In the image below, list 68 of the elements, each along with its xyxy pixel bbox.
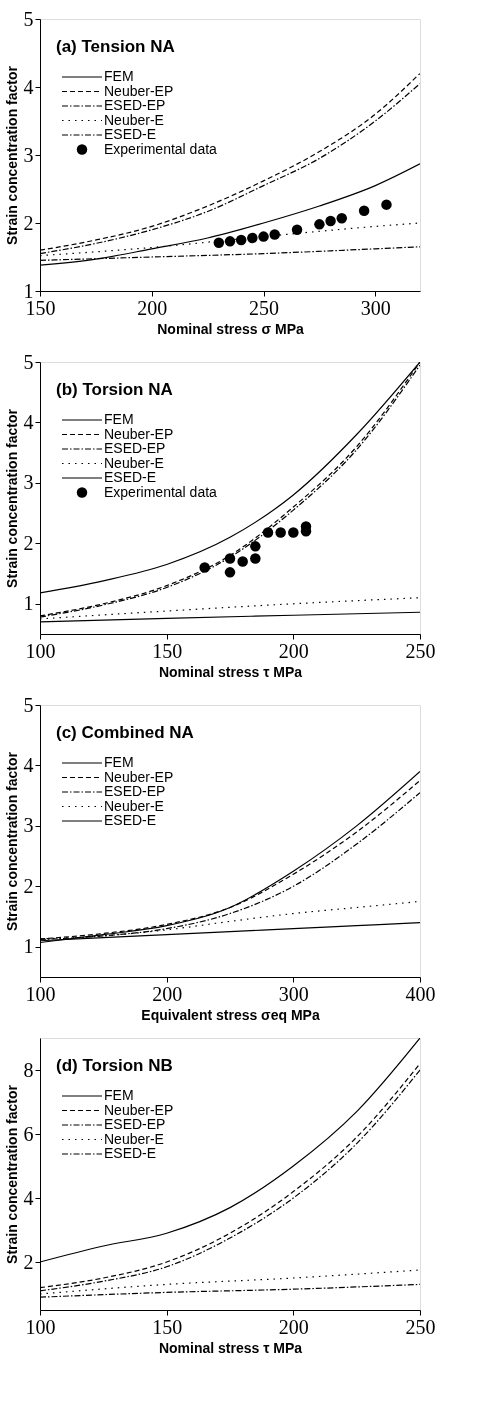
legend-label: ESED-E [104,469,157,485]
y-tick-label: 5 [23,7,34,30]
legend-label: FEM [104,68,134,84]
y-tick-label: 4 [23,753,34,776]
y-tick-label: 5 [23,693,34,716]
x-tick-label: 400 [405,982,436,1005]
x-tick-label: 200 [278,1315,309,1338]
y-tick-label: 8 [23,1058,34,1081]
x-axis-title: Nominal stress τ MPa [158,1339,303,1356]
x-tick-label: 150 [152,1315,183,1338]
y-tick-label: 2 [23,1250,34,1273]
legend-label: ESED-EP [104,97,166,113]
x-tick-label: 250 [249,296,280,319]
y-axis-title: Strain concentration factor [3,751,20,931]
y-tick-label: 3 [23,471,34,494]
legend-label: Neuber-EP [104,82,174,99]
y-axis-title: Strain concentration factor [3,65,20,245]
legend-label: ESED-E [104,1145,157,1161]
legend-label: Neuber-E [104,1130,164,1147]
text: (d) Torsion NB [56,1056,173,1075]
legend-label: Neuber-EP [104,1101,174,1118]
y-tick-label: 6 [23,1122,34,1145]
x-tick-label: 250 [405,1315,436,1338]
x-tick-label: 100 [25,639,56,662]
legend-label: Experimental data [104,483,218,500]
y-tick-label: 4 [23,75,34,98]
x-axis-title: Nominal stress σ MPa [157,320,304,337]
y-tick-label: 2 [23,874,34,897]
legend-label: FEM [104,1087,134,1103]
y-axis-title: Strain concentration factor [3,408,20,588]
legend-label: Neuber-EP [104,425,174,442]
legend-label: Neuber-E [104,454,164,471]
x-tick-label: 100 [25,1315,56,1338]
y-tick-label: 1 [23,935,34,958]
y-tick-label: 5 [23,350,34,373]
x-tick-label: 250 [405,639,436,662]
legend-label: ESED-E [104,812,157,828]
text: (a) Tension NA [56,37,175,56]
x-axis-title: Nominal stress τ MPa [158,663,303,680]
y-tick-label: 3 [23,814,34,837]
y-tick-label: 2 [23,211,34,234]
y-tick-label: 1 [23,592,34,615]
x-tick-label: 200 [278,639,309,662]
y-axis-title: Strain concentration factor [3,1084,20,1264]
text: (c) Combined NA [56,723,194,742]
legend-label: Experimental data [104,140,218,157]
y-tick-label: 4 [23,1186,34,1209]
legend-label: ESED-EP [104,783,166,799]
text: (b) Torsion NA [56,380,173,399]
x-tick-label: 300 [360,296,391,319]
legend-label: Neuber-E [104,111,164,128]
x-tick-label: 100 [25,982,56,1005]
legend-label: FEM [104,411,134,427]
x-tick-label: 200 [152,982,183,1005]
x-axis-title: Equivalent stress σeq MPa [141,1006,320,1023]
x-tick-label: 150 [152,639,183,662]
legend-label: ESED-EP [104,440,166,456]
legend-label: FEM [104,754,134,770]
legend-label: Neuber-EP [104,768,174,785]
y-tick-label: 4 [23,410,34,433]
x-tick-label: 300 [278,982,309,1005]
y-tick-label: 3 [23,143,34,166]
y-tick-label: 2 [23,531,34,554]
y-tick-label: 1 [23,279,34,302]
legend-label: ESED-EP [104,1116,166,1132]
legend-label: ESED-E [104,126,157,142]
x-tick-label: 200 [137,296,168,319]
legend-label: Neuber-E [104,797,164,814]
